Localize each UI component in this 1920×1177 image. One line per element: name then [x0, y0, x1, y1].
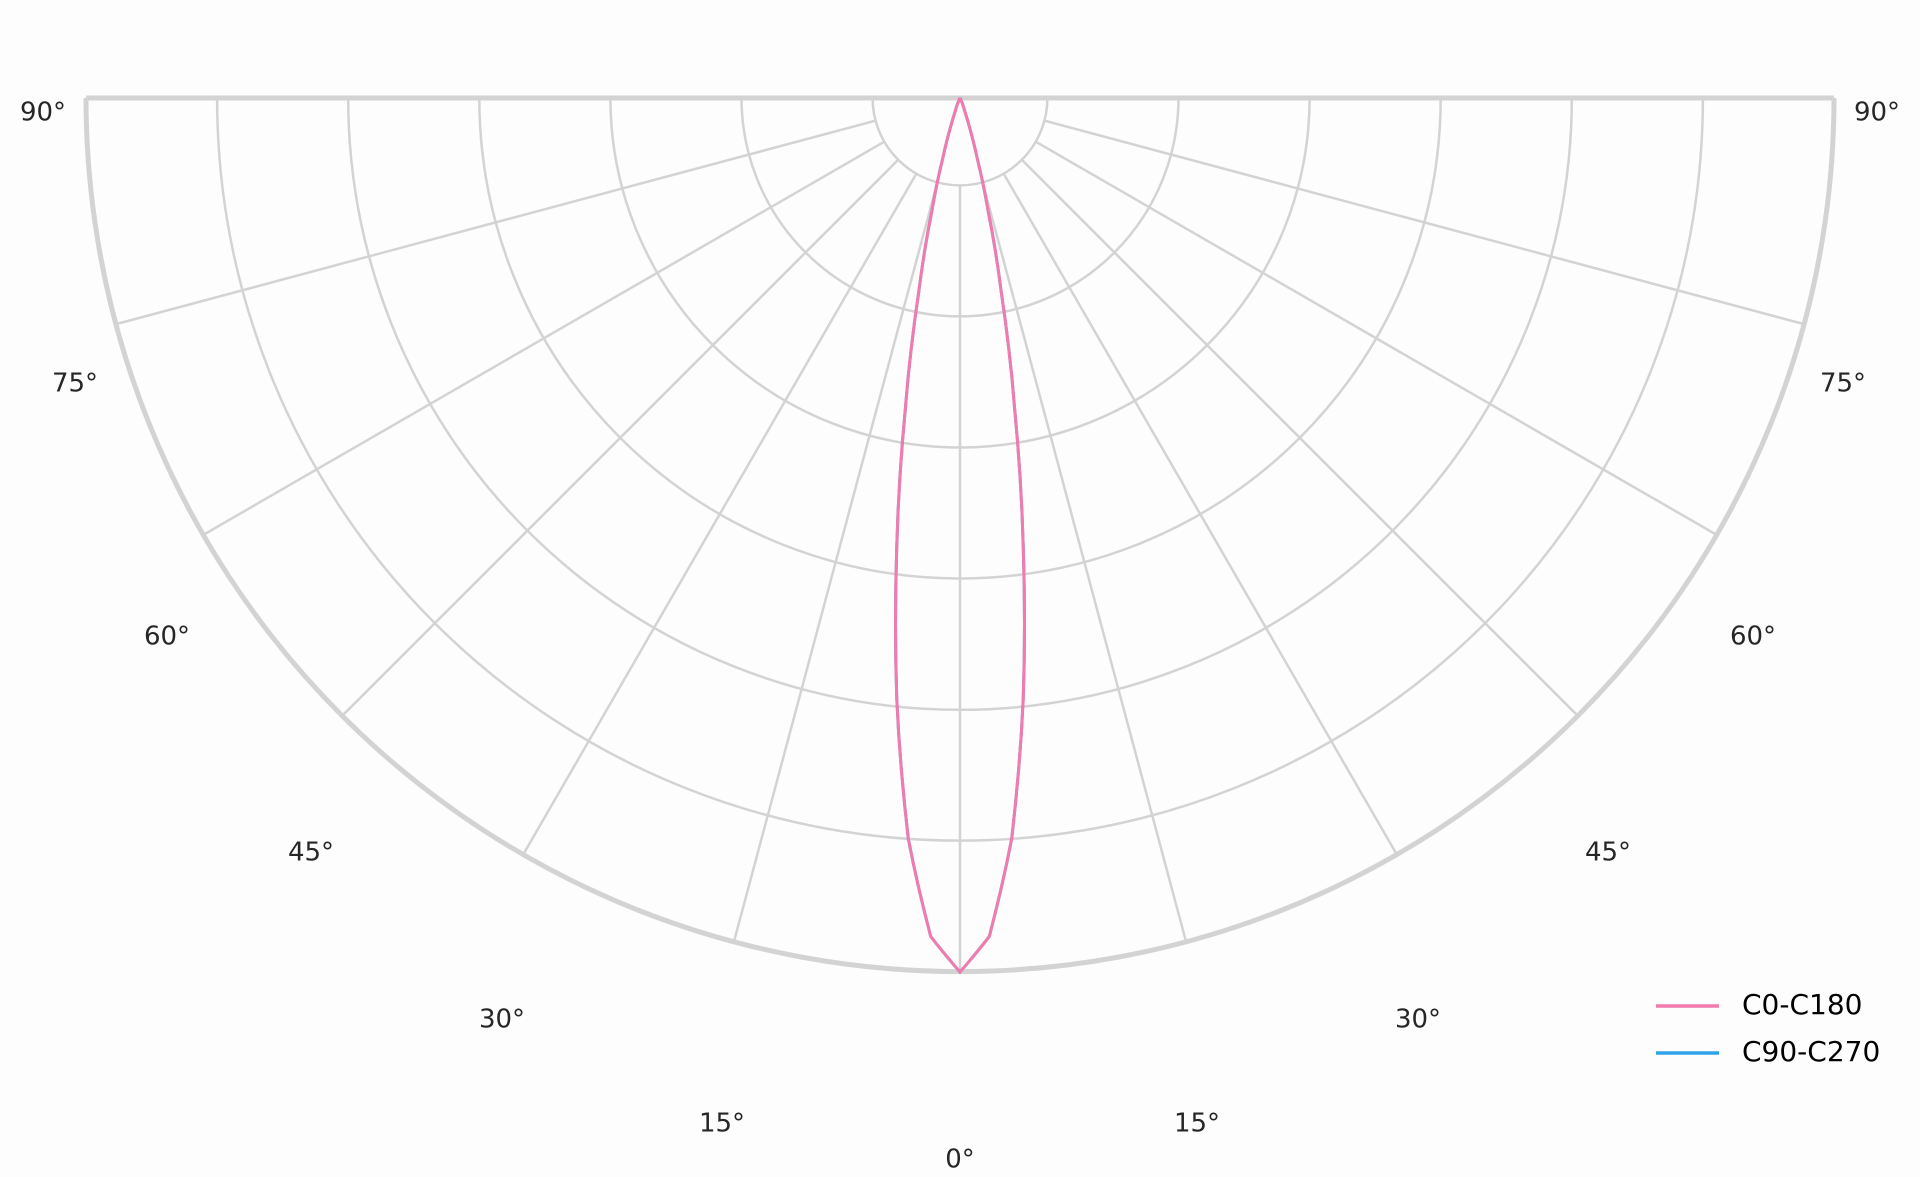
radial-gridline — [871, 97, 1049, 187]
legend-label: C0-C180 — [1742, 988, 1862, 1021]
angular-gridline — [115, 119, 876, 326]
angular-gridline — [1020, 158, 1579, 717]
angle-tick-labels: 90° 75° 60° 45° 30° 15° 0° 15° 30° 45° 60° 75° 90° — [20, 98, 1900, 1175]
legend-label: C90-C270 — [1742, 1035, 1880, 1068]
angular-gridline — [1044, 119, 1805, 326]
angular-gridline — [1035, 140, 1718, 537]
angle-tick-label: 15° — [699, 1109, 745, 1139]
angle-tick-label: 60° — [144, 622, 190, 652]
angle-tick-label: 0° — [945, 1145, 975, 1175]
angle-tick-label: 45° — [288, 838, 334, 868]
angle-tick-label: 75° — [1820, 369, 1866, 399]
intensity-curves — [893, 97, 1027, 975]
angle-tick-label: 60° — [1730, 622, 1776, 652]
angular-gridline — [732, 182, 939, 943]
angle-tick-label: 90° — [1854, 98, 1900, 128]
angular-gridline — [981, 182, 1188, 943]
angular-gridline — [521, 173, 918, 856]
angle-tick-label: 75° — [52, 369, 98, 399]
series-curve-c0-c180 — [893, 97, 1027, 975]
angular-gridline — [341, 158, 900, 717]
angle-tick-label: 15° — [1174, 1109, 1220, 1139]
angular-gridline — [202, 140, 885, 537]
polar-grid — [83, 95, 1837, 975]
angular-gridline — [1002, 173, 1399, 856]
angle-tick-label: 30° — [1395, 1005, 1441, 1035]
angle-tick-label: 90° — [20, 98, 66, 128]
angle-tick-label: 45° — [1585, 838, 1631, 868]
angle-tick-label: 30° — [479, 1005, 525, 1035]
legend: C0-C180 C90-C270 — [1656, 988, 1880, 1068]
